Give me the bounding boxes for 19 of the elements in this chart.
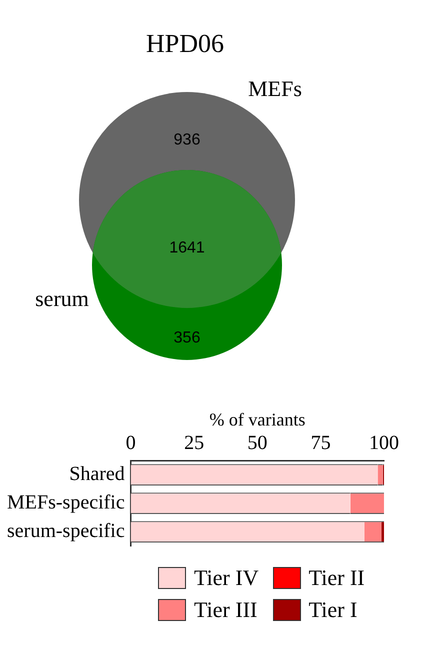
text: HPD06 bbox=[146, 28, 224, 58]
data-label: 1641 bbox=[169, 239, 205, 256]
x-tick-label: 75 bbox=[310, 432, 331, 454]
category-label: MEFs bbox=[248, 76, 302, 101]
category-label: serum bbox=[35, 286, 89, 311]
legend-label: Tier II bbox=[308, 565, 365, 591]
y-tick-label: MEFs-specific bbox=[6, 492, 125, 514]
series-label: Tier IV bbox=[194, 565, 259, 591]
x-tick-label: 50 bbox=[247, 432, 268, 454]
data-label: 936 bbox=[174, 131, 200, 148]
data-label: 356 bbox=[174, 329, 200, 346]
x-tick-label: 100 bbox=[369, 432, 399, 454]
legend-label: Tier I bbox=[308, 597, 358, 623]
x-axis-title: % of variants bbox=[209, 410, 306, 430]
y-tick-label: serum-specific bbox=[7, 520, 125, 542]
legend-label: Tier III bbox=[194, 597, 258, 623]
x-tick-label: 0 bbox=[126, 432, 136, 454]
x-tick-label: 25 bbox=[184, 432, 204, 454]
y-tick-label: Shared bbox=[69, 463, 125, 486]
